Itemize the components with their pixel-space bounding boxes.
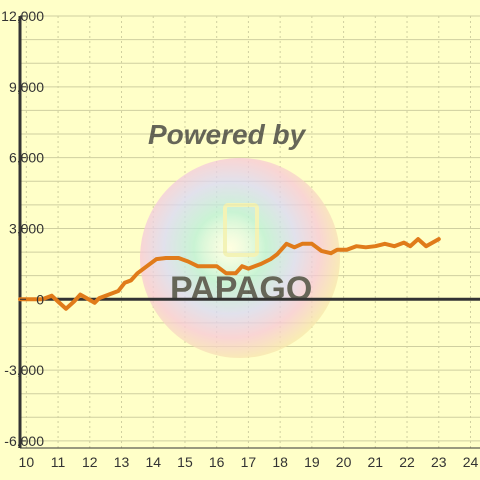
x-tick-label: 20 [336, 454, 352, 470]
x-tick-label: 21 [368, 454, 384, 470]
watermark-logo-glyph [223, 203, 259, 257]
x-tick-label: 19 [304, 454, 320, 470]
y-tick-label: 3,000 [9, 220, 44, 236]
series-layer [18, 237, 441, 311]
x-tick-label: 17 [241, 454, 257, 470]
x-tick-label: 11 [51, 454, 66, 470]
x-tick-label: 24 [463, 454, 479, 470]
watermark-logo-text: PAPAGO [170, 270, 312, 308]
x-tick-label: 23 [431, 454, 447, 470]
watermark-circle [140, 158, 340, 358]
x-tick-label: 18 [272, 454, 288, 470]
x-tick-label: 14 [145, 454, 161, 470]
watermark-caption: Powered by [148, 119, 307, 150]
y-tick-label: 0 [36, 291, 44, 307]
y-tick-label: 6,000 [9, 150, 44, 166]
x-tick-label: 16 [209, 454, 225, 470]
x-tick-label: 15 [177, 454, 193, 470]
x-tick-label: 12 [82, 454, 98, 470]
x-tick-label: 10 [19, 454, 35, 470]
watermark: Powered by PAPAGO [140, 119, 340, 358]
x-tick-label: 13 [114, 454, 130, 470]
x-tick-label: 22 [399, 454, 415, 470]
y-tick-label: 9,000 [9, 79, 44, 95]
series-line [18, 237, 441, 311]
